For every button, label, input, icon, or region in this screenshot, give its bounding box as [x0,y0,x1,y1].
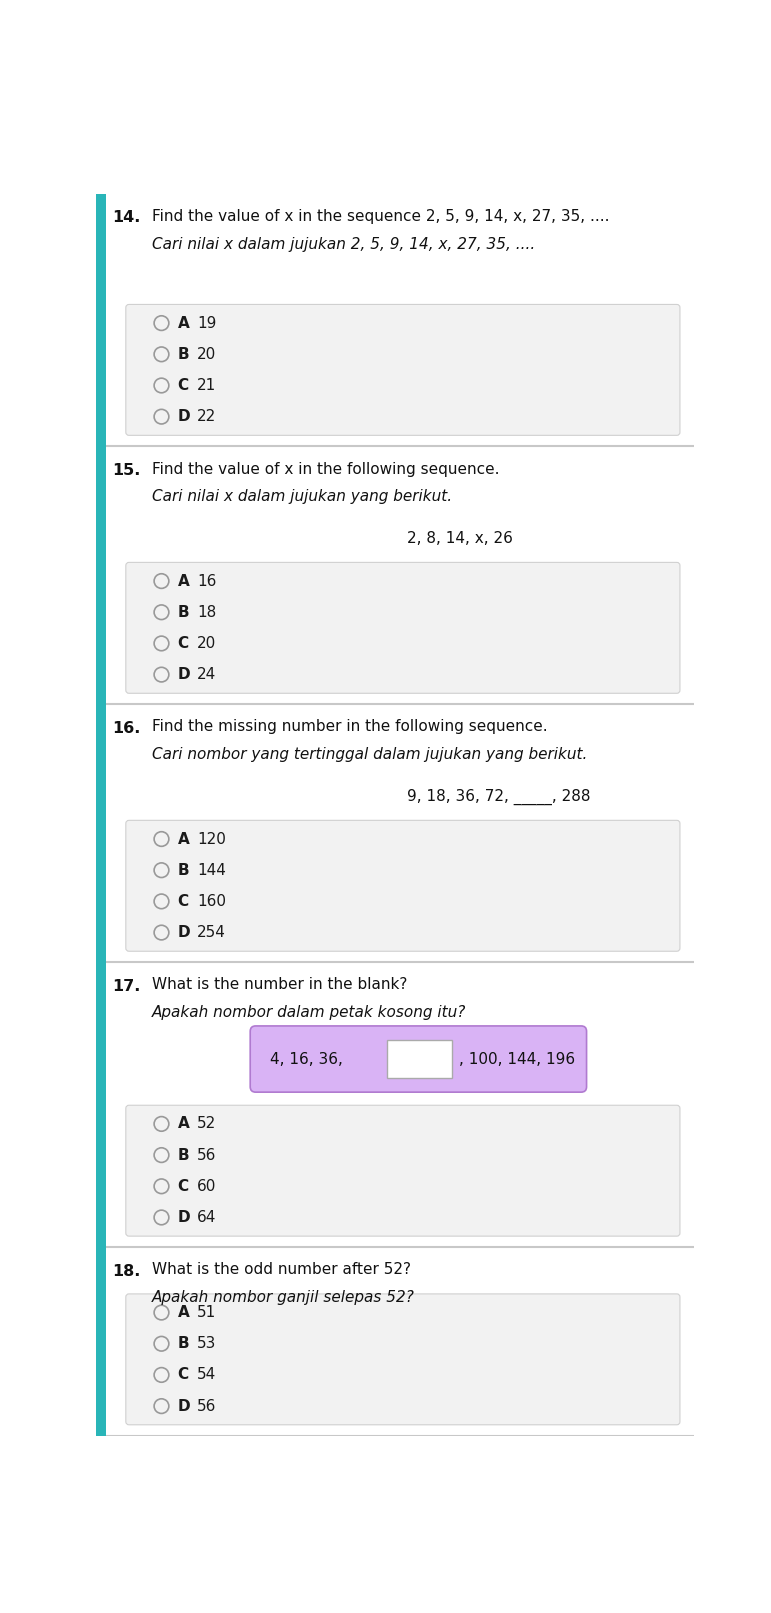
Text: Apakah nombor dalam petak kosong itu?: Apakah nombor dalam petak kosong itu? [152,1005,466,1019]
Text: B: B [178,1147,190,1163]
Text: 56: 56 [197,1398,217,1413]
FancyBboxPatch shape [126,821,680,952]
Text: D: D [178,1210,190,1224]
Text: Find the value of x in the following sequence.: Find the value of x in the following seq… [152,461,500,476]
Text: C: C [178,894,189,908]
Text: 2, 8, 14, x, 26: 2, 8, 14, x, 26 [407,531,513,545]
Text: 52: 52 [197,1116,217,1131]
Text: 15.: 15. [112,463,140,477]
Text: C: C [178,1179,189,1194]
Text: B: B [178,347,190,361]
Text: 17.: 17. [112,979,140,994]
Text: A: A [178,1305,190,1319]
Text: B: B [178,1336,190,1352]
Text: , 100, 144, 196: , 100, 144, 196 [459,1052,575,1066]
Text: 19: 19 [197,316,217,331]
Text: What is the odd number after 52?: What is the odd number after 52? [152,1263,411,1277]
Text: A: A [178,574,190,589]
Text: 53: 53 [197,1336,217,1352]
Text: C: C [178,377,189,394]
Text: A: A [178,832,190,847]
Text: 160: 160 [197,894,226,908]
Text: 20: 20 [197,636,217,652]
FancyBboxPatch shape [126,1294,680,1424]
Text: 144: 144 [197,863,226,877]
FancyBboxPatch shape [126,563,680,694]
Text: B: B [178,605,190,619]
Text: C: C [178,1368,189,1382]
Text: 16: 16 [197,574,217,589]
FancyBboxPatch shape [387,1040,453,1077]
Text: 60: 60 [197,1179,217,1194]
Text: D: D [178,668,190,682]
Text: 4, 16, 36,: 4, 16, 36, [270,1052,342,1066]
Text: 9, 18, 36, 72, _____, 288: 9, 18, 36, 72, _____, 288 [407,789,591,805]
Text: 22: 22 [197,410,217,424]
Text: Cari nilai x dalam jujukan 2, 5, 9, 14, x, 27, 35, ....: Cari nilai x dalam jujukan 2, 5, 9, 14, … [152,237,535,252]
FancyBboxPatch shape [126,1105,680,1236]
Text: 16.: 16. [112,721,140,736]
FancyBboxPatch shape [251,1026,587,1092]
Text: Find the value of x in the sequence 2, 5, 9, 14, x, 27, 35, ....: Find the value of x in the sequence 2, 5… [152,210,610,224]
Text: 18: 18 [197,605,217,619]
Text: D: D [178,410,190,424]
Text: 120: 120 [197,832,226,847]
Text: 254: 254 [197,926,226,940]
Text: B: B [178,863,190,877]
Text: D: D [178,926,190,940]
Text: A: A [178,316,190,331]
Text: 14.: 14. [112,211,140,226]
Text: Cari nombor yang tertinggal dalam jujukan yang berikut.: Cari nombor yang tertinggal dalam jujuka… [152,747,588,763]
Text: Cari nilai x dalam jujukan yang berikut.: Cari nilai x dalam jujukan yang berikut. [152,489,453,505]
Text: D: D [178,1398,190,1413]
Text: 54: 54 [197,1368,217,1382]
Text: 64: 64 [197,1210,217,1224]
Text: 56: 56 [197,1147,217,1163]
Text: 18.: 18. [112,1265,140,1279]
Text: 24: 24 [197,668,217,682]
Text: Apakah nombor ganjil selepas 52?: Apakah nombor ganjil selepas 52? [152,1290,415,1305]
Bar [96,194,106,1436]
Text: C: C [178,636,189,652]
FancyBboxPatch shape [126,305,680,436]
Text: 20: 20 [197,347,217,361]
Text: Find the missing number in the following sequence.: Find the missing number in the following… [152,719,548,734]
Text: What is the number in the blank?: What is the number in the blank? [152,977,408,992]
Text: 51: 51 [197,1305,217,1319]
Text: 21: 21 [197,377,217,394]
Text: A: A [178,1116,190,1131]
